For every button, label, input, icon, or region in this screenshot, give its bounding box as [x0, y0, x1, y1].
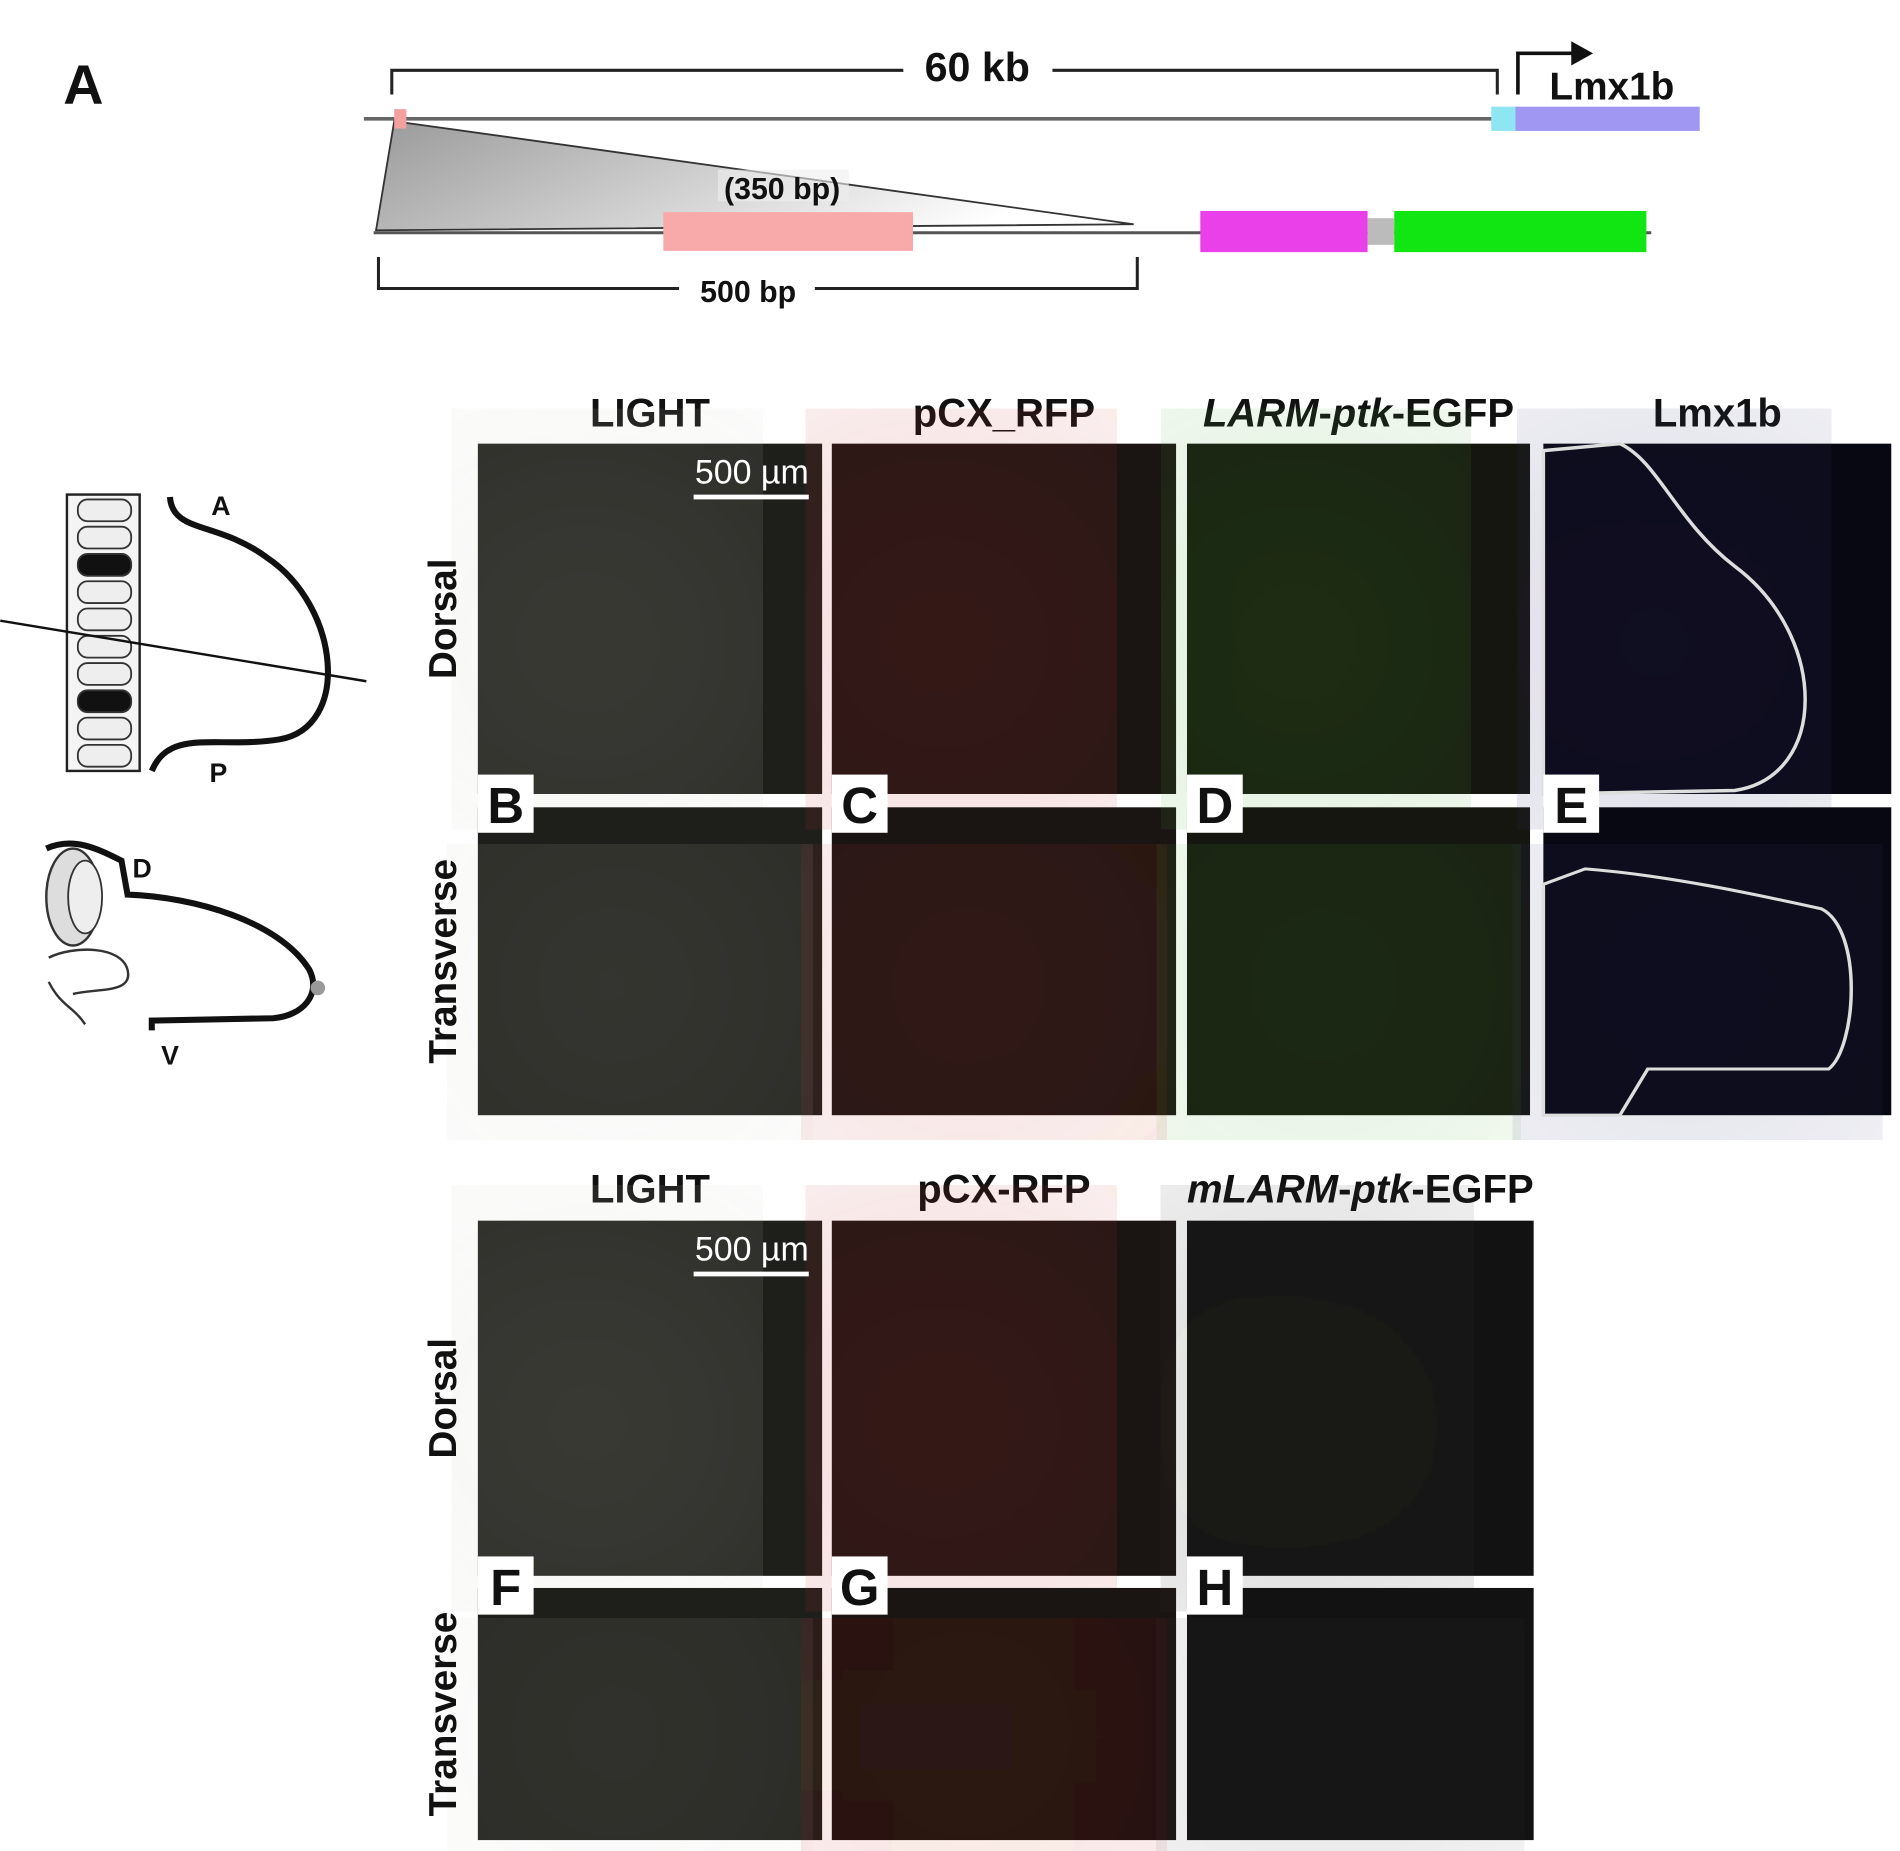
row-label: Dorsal: [422, 558, 465, 679]
panel-label: D: [1196, 777, 1233, 834]
limb-edge: [1541, 441, 1807, 796]
panel-label-bg: [831, 1556, 888, 1615]
gene-body: [1515, 106, 1700, 131]
panel-label: H: [1196, 1559, 1233, 1616]
panel-label-bg: [477, 1556, 534, 1615]
tss-arrow: [1516, 51, 1577, 95]
label-bg: [717, 169, 849, 202]
linker: [1367, 218, 1395, 245]
somite: [76, 607, 133, 632]
panel-label-bg: [831, 774, 888, 833]
panel-label: B: [487, 777, 524, 834]
limb: [477, 868, 783, 1116]
tss-arrowhead: [1571, 41, 1594, 66]
panel-label-bg: [1543, 774, 1600, 833]
column-header: LIGHT: [590, 392, 710, 436]
header-part: -: [1318, 392, 1331, 436]
span-label: 60 kb: [925, 44, 1030, 90]
span-bracket: [390, 68, 1499, 95]
egfp: [1394, 210, 1647, 253]
axis-label: D: [132, 854, 151, 884]
dorsal-schematic: A P: [0, 491, 367, 788]
limb: [831, 1638, 1137, 1841]
column-header: pCX-RFP: [917, 1167, 1090, 1211]
panel-label-bg: [1186, 1556, 1243, 1615]
row-label: Transverse: [422, 1612, 465, 1817]
limb: [477, 1220, 737, 1576]
utr: [1491, 106, 1516, 131]
column-header: LIGHT: [590, 1167, 710, 1211]
limb: [1186, 1638, 1494, 1841]
limb: [1543, 443, 1806, 794]
ptk-promoter: [1200, 210, 1368, 253]
limb: [1186, 443, 1446, 794]
panel-label: E: [1554, 777, 1588, 834]
limb-edge: [1541, 867, 1853, 1117]
somite: [76, 580, 133, 604]
column-header: mLARM-ptk-EGFP: [1187, 1167, 1534, 1211]
element-size: (350 bp): [724, 173, 840, 206]
panel-label-bg: [1186, 774, 1243, 833]
somite: [76, 743, 133, 768]
limb: [831, 1220, 1091, 1576]
axis-label: V: [161, 1040, 179, 1070]
transverse-schematic: D V: [45, 840, 326, 1070]
element: [663, 212, 914, 251]
limb: [1186, 868, 1491, 1116]
somite: [76, 662, 133, 686]
limb: [477, 1638, 783, 1841]
header-part: pCX_RFP: [913, 392, 1095, 436]
header-part: Lmx1b: [1653, 392, 1782, 436]
axis-label: A: [211, 491, 230, 521]
somite: [76, 498, 133, 523]
header-part: ptk: [1350, 1167, 1413, 1211]
somite: [76, 689, 133, 714]
header-part: -EGFP: [1411, 1167, 1533, 1211]
header-part: LIGHT: [590, 1167, 710, 1211]
scale-bar-label: 500 µm: [695, 454, 809, 492]
header-part: -: [1338, 1167, 1351, 1211]
column-header: Lmx1b: [1653, 392, 1782, 436]
panel-label-bg: [477, 774, 534, 833]
panel-label: A: [63, 54, 103, 116]
limb: [1543, 868, 1852, 1116]
somite: [76, 716, 133, 741]
limb: [477, 443, 737, 794]
zoom-label: 500 bp: [700, 276, 796, 309]
header-part: -EGFP: [1392, 392, 1514, 436]
row-label: Transverse: [422, 859, 465, 1064]
panel-label: F: [490, 1559, 521, 1616]
panel-label: C: [841, 777, 878, 834]
row-label: Dorsal: [422, 1338, 465, 1459]
header-part: LIGHT: [590, 392, 710, 436]
gene-label: Lmx1b: [1549, 65, 1674, 108]
zoom-bracket: [376, 256, 1139, 291]
limb: [831, 868, 1137, 1116]
column-header: LARM-ptk-EGFP: [1203, 392, 1514, 436]
element-small: [394, 109, 407, 129]
limb: [1186, 1220, 1448, 1576]
axis-label: P: [210, 758, 228, 788]
scale-bar-label: 500 µm: [695, 1231, 809, 1269]
header-part: LARM: [1203, 392, 1320, 436]
panel-label: G: [840, 1559, 880, 1616]
header-part: mLARM: [1187, 1167, 1340, 1211]
header-part: ptk: [1331, 392, 1394, 436]
header-part: pCX-RFP: [917, 1167, 1090, 1211]
limb: [831, 443, 1091, 794]
column-header: pCX_RFP: [913, 392, 1095, 436]
somite: [76, 553, 133, 577]
somite: [76, 525, 133, 550]
